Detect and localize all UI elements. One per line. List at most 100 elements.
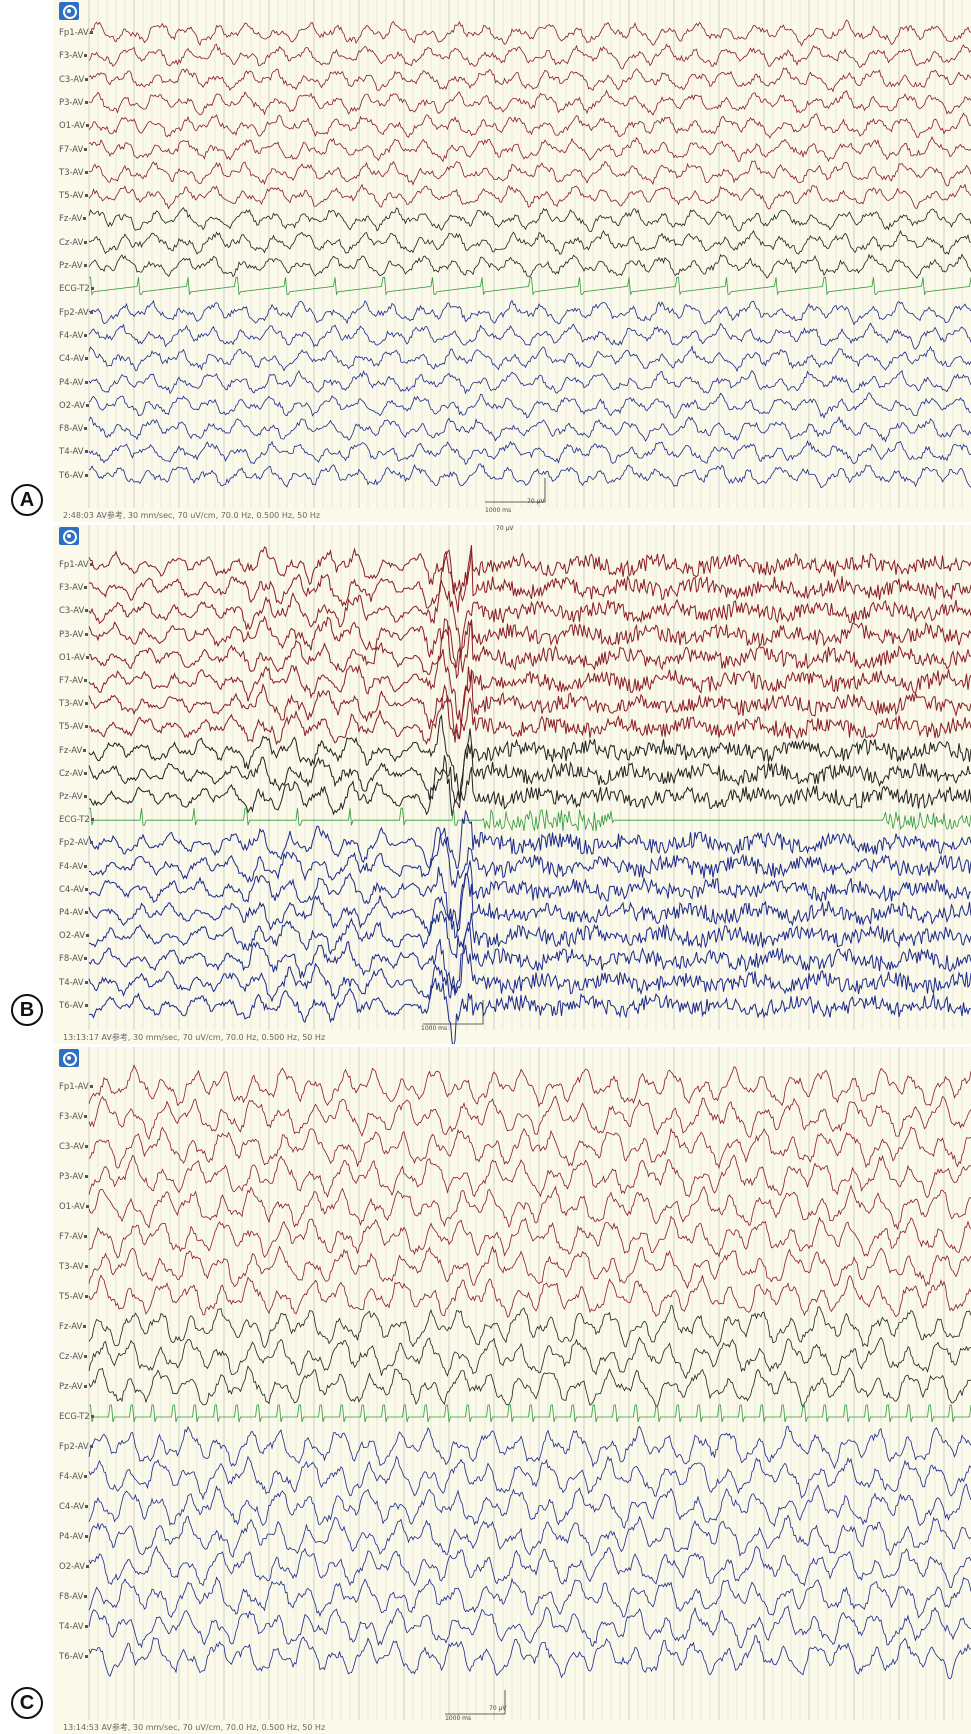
eeg-trace-p4-av <box>88 370 971 395</box>
eeg-trace-fz-av <box>88 1304 971 1349</box>
calibration-scale-bar <box>445 1690 506 1715</box>
channel-label: Cz-AV <box>59 238 87 248</box>
eeg-trace-t3-av <box>88 160 971 187</box>
channel-label: F8-AV <box>59 1592 87 1602</box>
channel-label: Fp2-AV <box>59 1442 93 1452</box>
scale-time-label-c: 1000 ms <box>445 1715 472 1722</box>
channel-label: T5-AV <box>59 191 88 201</box>
eeg-trace-c3-av <box>88 1126 971 1170</box>
channel-label: O1-AV <box>59 121 89 131</box>
eeg-trace-t6-av <box>88 1635 971 1680</box>
channel-label: P3-AV <box>59 630 88 640</box>
eeg-trace-fz-av <box>88 714 971 801</box>
channel-label: O2-AV <box>59 1562 89 1572</box>
eeg-trace-fz-av <box>88 207 971 233</box>
eeg-trace-fp2-av <box>88 1425 971 1470</box>
eeg-trace-c3-av <box>88 579 971 659</box>
eeg-trace-t4-av <box>88 1605 971 1649</box>
eeg-trace-fp1-av <box>88 1064 971 1108</box>
eeg-trace-t5-av <box>88 1274 971 1318</box>
channel-label: C4-AV <box>59 1502 88 1512</box>
channel-label: Fp1-AV <box>59 560 93 570</box>
eeg-trace-fp1-av <box>88 546 971 613</box>
scale-amp-label-a: 70 µV <box>527 498 545 505</box>
eeg-trace-f7-av <box>88 649 971 727</box>
eeg-trace-p3-av <box>88 615 971 680</box>
calibration-scale-bar <box>423 1000 484 1025</box>
eeg-trace-t6-av <box>88 463 971 489</box>
eeg-logo-icon <box>59 527 79 545</box>
eeg-trace-f8-av <box>88 415 971 443</box>
channel-label: F3-AV <box>59 583 87 593</box>
panel-footer-a: 2:48:03 AV参考, 30 mm/sec, 70 uV/cm, 70.0 … <box>63 511 321 520</box>
eeg-trace-cz-av <box>88 1336 971 1380</box>
eeg-trace-f3-av <box>88 545 971 609</box>
channel-label: T3-AV <box>59 699 88 709</box>
panel-letter-c: C <box>11 1687 43 1719</box>
channel-label: C3-AV <box>59 1142 88 1152</box>
scale-time-label-a: 1000 ms <box>485 507 512 514</box>
eeg-trace-f8-av <box>88 921 971 999</box>
eeg-panel-a: Fp1-AV F3-AV C3-AV P3-AV O1-AV F7-AV T3-AV T5-A… <box>53 0 971 522</box>
panel-footer-c: 13:14:53 AV参考, 30 mm/sec, 70 uV/cm, 70.0… <box>63 1723 326 1732</box>
eeg-trace-t5-av <box>88 183 971 210</box>
channel-label: T3-AV <box>59 1262 88 1272</box>
panel-letter-b: B <box>11 994 43 1026</box>
channel-label: Pz-AV <box>59 1382 87 1392</box>
eeg-trace-f4-av <box>88 322 971 350</box>
eeg-trace-p4-av <box>88 1514 971 1558</box>
scale-amp-label-c: 70 µV <box>489 1705 507 1712</box>
channel-label: C3-AV <box>59 606 88 616</box>
channel-label: Fz-AV <box>59 1322 86 1332</box>
channel-label: T6-AV <box>59 1001 88 1011</box>
eeg-trace-f3-av <box>88 1095 971 1141</box>
channel-label: F8-AV <box>59 424 87 434</box>
eeg-trace-c4-av <box>88 860 971 933</box>
eeg-trace-c4-av <box>88 1483 971 1529</box>
channel-label: O1-AV <box>59 1202 89 1212</box>
channel-label: Fz-AV <box>59 746 86 756</box>
eeg-trace-o2-av <box>88 1545 971 1589</box>
channel-label: T4-AV <box>59 978 88 988</box>
channel-label: C3-AV <box>59 75 88 85</box>
channel-label: ECG-T2 <box>59 1412 94 1422</box>
eeg-trace-pz-av <box>88 1365 971 1409</box>
eeg-trace-ecg-t2 <box>89 1404 971 1423</box>
eeg-trace-cz-av <box>88 229 971 256</box>
eeg-panel-c: Fp1-AV F3-AV C3-AV P3-AV O1-AV F7-AV T3-AV T5-A… <box>53 1047 971 1734</box>
channel-label: Fp1-AV <box>59 28 93 38</box>
eeg-trace-o1-av <box>88 618 971 675</box>
eeg-trace-p4-av <box>88 871 971 939</box>
eeg-trace-ecg-t2 <box>89 276 971 296</box>
channel-label: O2-AV <box>59 401 89 411</box>
eeg-trace-f3-av <box>88 43 971 70</box>
channel-label: Fz-AV <box>59 214 86 224</box>
channel-label: F8-AV <box>59 954 87 964</box>
eeg-logo-icon <box>59 1049 79 1067</box>
eeg-trace-f7-av <box>88 1215 971 1259</box>
channel-label: P4-AV <box>59 908 88 918</box>
eeg-traces-b <box>88 525 971 1044</box>
eeg-trace-t4-av <box>88 439 971 466</box>
eeg-trace-ecg-t2 <box>89 807 971 832</box>
channel-label: Pz-AV <box>59 261 87 271</box>
eeg-trace-t6-av <box>88 977 971 1044</box>
channel-label: Fp2-AV <box>59 838 93 848</box>
eeg-trace-t3-av <box>88 670 971 743</box>
channel-label: F4-AV <box>59 862 87 872</box>
eeg-trace-pz-av <box>88 755 971 817</box>
channel-label: ECG-T2 <box>59 284 94 294</box>
channel-label: O1-AV <box>59 653 89 663</box>
channel-label: F7-AV <box>59 676 87 686</box>
channel-label: P4-AV <box>59 1532 88 1542</box>
channel-label: C4-AV <box>59 354 88 364</box>
eeg-trace-f8-av <box>88 1576 971 1619</box>
eeg-trace-c3-av <box>88 67 971 93</box>
eeg-trace-c4-av <box>88 345 971 373</box>
eeg-panel-b: Fp1-AV F3-AV C3-AV P3-AV O1-AV F7-AV T3-AV T5-A… <box>53 525 971 1044</box>
scale-amp-label-b: 70 µV <box>496 525 514 532</box>
channel-label: F7-AV <box>59 1232 87 1242</box>
eeg-trace-fp1-av <box>88 19 971 47</box>
channel-label: F4-AV <box>59 1472 87 1482</box>
